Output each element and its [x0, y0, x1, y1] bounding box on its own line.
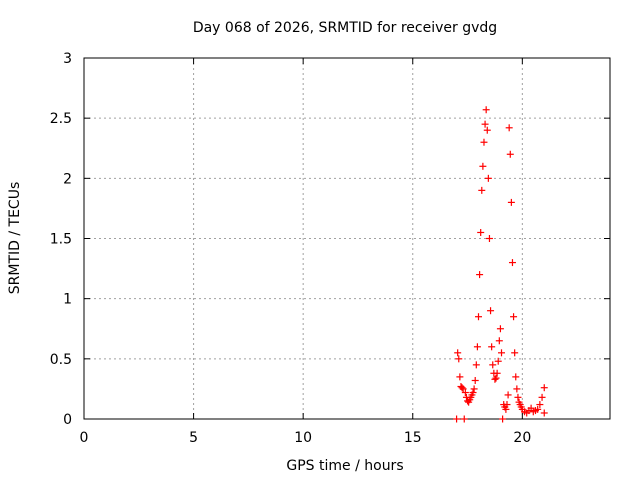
data-point	[506, 150, 514, 158]
data-point	[514, 393, 522, 401]
y-tick-label: 2.5	[50, 111, 72, 127]
data-points	[453, 106, 548, 423]
data-point	[476, 271, 484, 279]
y-tick-label: 1.5	[50, 232, 72, 248]
data-point	[483, 126, 491, 134]
data-point	[496, 325, 504, 333]
data-point	[540, 384, 548, 392]
grid	[84, 58, 610, 419]
data-point	[453, 415, 461, 423]
tick-labels: 0 5 10 15 20 0 0.5 1 1.5 2 2.5 3	[50, 51, 532, 446]
y-tick-label: 1	[63, 292, 72, 308]
x-axis-label: GPS time / hours	[286, 458, 403, 474]
data-point	[472, 361, 480, 369]
x-tick-label: 5	[189, 430, 198, 446]
y-tick-label: 3	[63, 51, 72, 67]
data-point	[480, 138, 488, 146]
data-point	[493, 369, 501, 377]
data-point	[473, 343, 481, 351]
data-point	[481, 120, 489, 128]
data-point	[536, 401, 544, 409]
data-point	[459, 385, 467, 393]
data-point	[495, 337, 503, 345]
data-point	[485, 235, 493, 242]
data-point	[513, 385, 521, 393]
data-point	[461, 389, 469, 397]
data-point	[455, 355, 463, 363]
data-point	[478, 186, 486, 194]
data-point	[502, 405, 510, 413]
data-point	[505, 124, 513, 132]
data-point	[504, 391, 512, 399]
x-tick-label: 0	[80, 430, 89, 446]
data-point	[460, 415, 468, 423]
y-tick-label: 0.5	[50, 352, 72, 368]
data-point	[475, 313, 482, 321]
data-point	[488, 343, 496, 351]
data-point	[471, 376, 479, 384]
data-point	[508, 259, 516, 267]
data-point	[503, 401, 511, 409]
data-point	[491, 375, 499, 383]
data-point	[512, 373, 520, 381]
data-point	[479, 162, 487, 170]
y-tick-label: 2	[63, 171, 72, 187]
data-point	[511, 349, 519, 357]
y-tick-label: 0	[63, 412, 72, 428]
data-point	[538, 393, 546, 401]
x-tick-label: 15	[404, 430, 422, 446]
data-point	[499, 415, 507, 423]
data-point	[482, 106, 490, 114]
data-point	[470, 385, 478, 393]
data-point	[458, 384, 466, 392]
x-tick-label: 20	[513, 430, 531, 446]
plot-frame	[83, 57, 611, 420]
data-point	[510, 313, 518, 321]
data-point	[534, 405, 542, 413]
data-point	[487, 307, 495, 315]
axis-ticks	[83, 57, 610, 420]
data-point	[456, 373, 464, 381]
y-axis-label: SRMTID / TECUs	[7, 182, 23, 295]
chart-title: Day 068 of 2026, SRMTID for receiver gvd…	[193, 20, 497, 36]
data-point	[477, 228, 485, 236]
data-point	[484, 174, 492, 182]
data-point	[498, 349, 506, 357]
data-point	[469, 389, 477, 397]
data-point	[527, 404, 535, 412]
data-point	[489, 361, 497, 369]
data-point	[540, 409, 548, 417]
data-point	[454, 349, 462, 357]
data-point	[507, 198, 515, 206]
x-tick-label: 10	[294, 430, 312, 446]
data-point	[494, 357, 502, 365]
data-point	[492, 374, 500, 382]
